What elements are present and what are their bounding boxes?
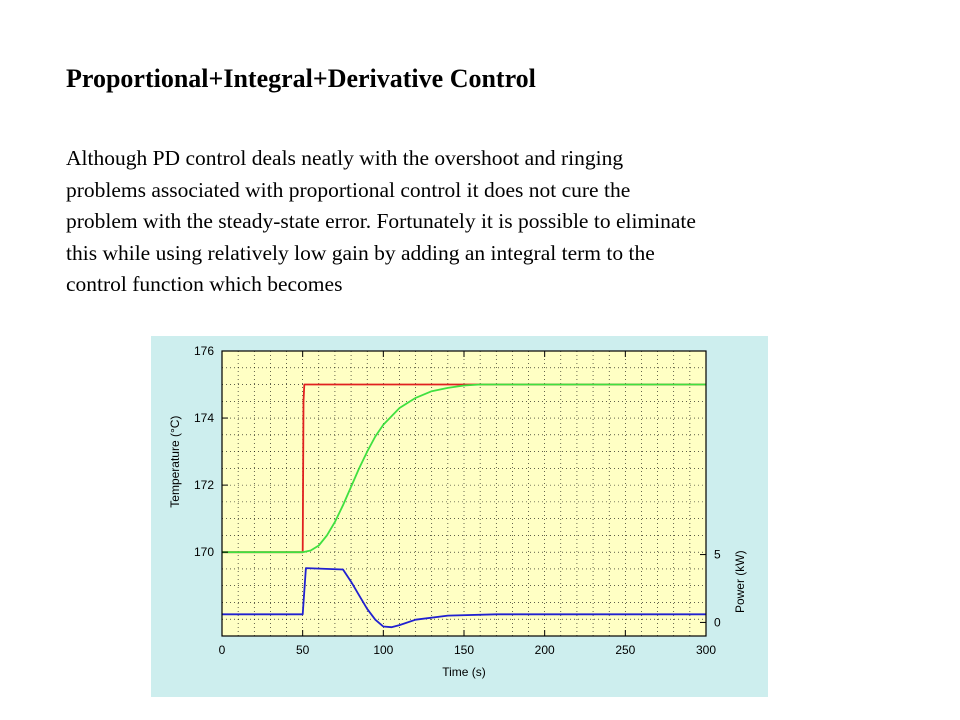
x-tick-label: 0 <box>219 643 226 657</box>
y-left-tick-label: 176 <box>194 344 214 358</box>
slide-body: Although PD control deals neatly with th… <box>66 143 866 301</box>
x-tick-label: 100 <box>373 643 393 657</box>
series-line-2 <box>222 567 706 629</box>
plot-area <box>222 351 706 636</box>
x-tick-label: 150 <box>454 643 474 657</box>
y-axis-left-label: Temperature (°C) <box>168 416 182 508</box>
series-line-1 <box>222 383 706 554</box>
x-tick-label: 50 <box>296 643 310 657</box>
x-tick-label: 200 <box>535 643 555 657</box>
x-axis-label: Time (s) <box>442 665 486 679</box>
y-axis-right-label: Power (kW) <box>733 550 747 613</box>
x-tick-label: 300 <box>696 643 716 657</box>
series-layer <box>222 383 706 629</box>
x-tick-label: 250 <box>615 643 635 657</box>
body-line: problems associated with proportional co… <box>66 177 631 202</box>
body-line: control function which becomes <box>66 272 343 296</box>
y-right-tick-label: 0 <box>714 615 721 629</box>
body-line: problem with the steady-state error. For… <box>66 209 696 233</box>
y-left-tick-label: 174 <box>194 411 214 425</box>
y-left-tick-label: 172 <box>194 478 214 492</box>
y-left-tick-label: 170 <box>194 545 214 559</box>
y-right-tick-label: 5 <box>714 548 721 562</box>
body-line: Although PD control deals neatly with th… <box>66 146 624 170</box>
slide-title: Proportional+Integral+Derivative Control <box>66 64 536 93</box>
body-line: this while using relatively low gain by … <box>66 240 655 265</box>
pid-response-figure: 0 50 100 150 200 250 300 176 174 172 170 5 0 Time (s… <box>151 336 768 697</box>
